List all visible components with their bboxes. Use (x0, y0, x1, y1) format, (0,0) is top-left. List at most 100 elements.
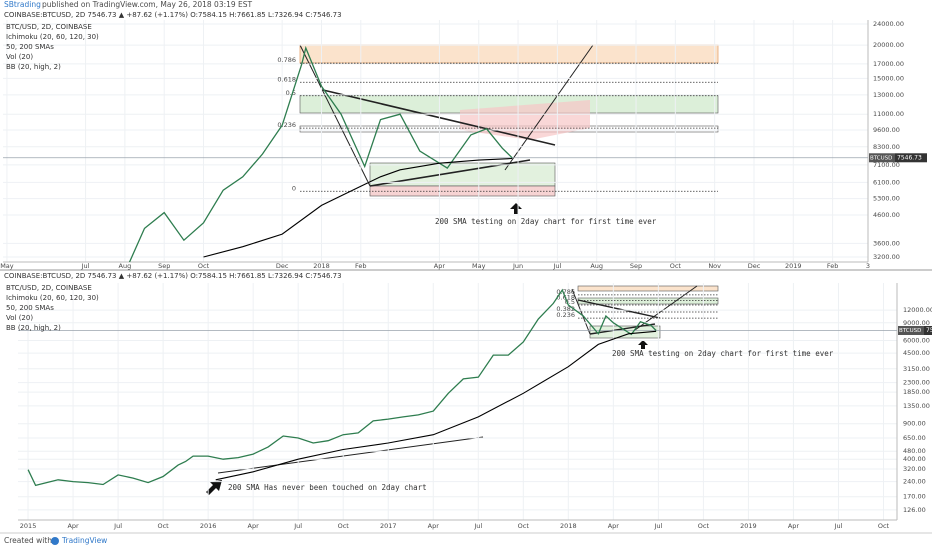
fib-label: 0.5 (565, 298, 575, 306)
legend-entry: BTC/USD, 2D, COINBASE (6, 23, 92, 31)
y-tick-label: 11000.00 (873, 110, 904, 118)
trend-line (571, 288, 591, 335)
y-tick-label: 15000.00 (873, 74, 904, 82)
x-tick-label: Sep (158, 262, 170, 270)
y-tick-label: 3200.00 (873, 253, 900, 261)
x-tick-label: 2019 (785, 262, 802, 270)
y-tick-label: 24000.00 (873, 20, 904, 28)
x-tick-label: 2018 (560, 522, 577, 530)
price-tag-symbol: BTCUSD (870, 155, 892, 161)
published: published on TradingView.com, May 26, 20… (42, 0, 253, 9)
y-tick-label: 3600.00 (873, 239, 900, 247)
y-tick-label: 900.00 (903, 420, 926, 428)
x-tick-label: 2019 (740, 522, 757, 530)
price-tag (869, 153, 895, 163)
price-tag (898, 325, 924, 335)
x-tick-label: Dec (276, 262, 289, 270)
trend-line (577, 299, 661, 319)
series-line (27, 288, 657, 487)
y-tick-label: 1350.00 (903, 402, 930, 410)
price-tag-value: 7546.73 (926, 327, 932, 334)
trend-line (299, 44, 371, 187)
legend-entry: 50, 200 SMAs (6, 43, 54, 51)
x-tick-label: Oct (518, 522, 530, 530)
drawings-bottom (206, 285, 719, 495)
zone-box (577, 285, 719, 292)
x-tick-label: Oct (878, 522, 890, 530)
y-tick-label: 320.00 (903, 465, 926, 473)
y-tick-label: 400.00 (903, 455, 926, 463)
x-tick-label: Jul (473, 522, 482, 530)
x-tick-label: Jul (552, 262, 561, 270)
price-tag (895, 153, 927, 163)
quote: COINBASE:BTCUSD, 2D 7546.73 ▲ +87.62 (+1… (4, 272, 342, 280)
chart-pane: 24000.00 20000.00 17000.00 15000.00 13000.00… (0, 11, 927, 270)
price-tag (924, 325, 932, 335)
x-tick-label: 3 (866, 262, 870, 270)
price-tag-value: 7546.73 (897, 154, 922, 161)
y-tick-label: 8300.00 (873, 143, 900, 151)
footer-brand[interactable]: TradingView (61, 536, 107, 545)
x-tick-label: Feb (355, 262, 367, 270)
x-tick-label: Jul (113, 522, 122, 530)
fib-label: 0.5 (286, 89, 296, 97)
footer-created: Created with (4, 536, 52, 545)
legend-entry: Ichimoku (20, 60, 120, 30) (6, 294, 99, 302)
arrow (638, 340, 648, 349)
series-line (215, 330, 657, 481)
y-tick-label: 2300.00 (903, 379, 930, 387)
y-tick-label: 4500.00 (903, 349, 930, 357)
arrow (510, 203, 522, 214)
drawings-top (299, 44, 719, 214)
x-tick-label: Jul (653, 522, 662, 530)
y-tick-label: 20000.00 (873, 41, 904, 49)
fib-label: 0.786 (277, 56, 296, 64)
legend-entry: Vol (20) (6, 314, 33, 322)
y-tick-label: 240.00 (903, 478, 926, 486)
fib-label: 0 (292, 184, 296, 192)
zone-box (299, 44, 719, 64)
x-tick-label: Aug (590, 262, 603, 270)
y-tick-label: 13000.00 (873, 91, 904, 99)
x-tick-label: Apr (788, 522, 800, 530)
y-tick-label: 6100.00 (873, 178, 900, 186)
y-tick-label: 1850.00 (903, 388, 930, 396)
trend-line (217, 436, 484, 474)
x-tick-label: Apr (428, 522, 440, 530)
x-tick-label: 2018 (313, 262, 330, 270)
y-tick-label: 4600.00 (873, 211, 900, 219)
x-tick-label: May (0, 262, 14, 270)
y-tick-label: 3150.00 (903, 365, 930, 373)
x-tick-label: 2017 (380, 522, 397, 530)
y-tick-label: 170.00 (903, 493, 926, 501)
annotation: 200 SMA Has never been touched on 2day c… (228, 483, 427, 492)
legend-entry: BB (20, high, 2) (6, 324, 61, 332)
x-tick-label: Apr (434, 262, 446, 270)
y-tick-label: 480.00 (903, 447, 926, 455)
x-tick-label: Aug (119, 262, 132, 270)
fib-label: 0.618 (277, 75, 296, 83)
x-tick-label: Oct (157, 522, 169, 530)
x-tick-label: Jun (512, 262, 523, 270)
x-tick-label: Jul (81, 262, 90, 270)
price-tag-symbol: BTCUSD (899, 328, 921, 334)
x-tick-label: May (472, 262, 486, 270)
y-tick-label: 12000.00 (903, 306, 932, 314)
x-tick-label: Oct (198, 262, 210, 270)
x-tick-label: Dec (748, 262, 761, 270)
y-tick-label: 9000.00 (903, 319, 930, 327)
x-tick-label: 2015 (20, 522, 37, 530)
x-tick-label: Jul (834, 522, 843, 530)
x-tick-label: Apr (608, 522, 620, 530)
y-tick-label: 9600.00 (873, 126, 900, 134)
author[interactable]: SBtrading (4, 0, 41, 9)
y-tick-label: 6000.00 (903, 337, 930, 345)
trend-line (369, 159, 531, 187)
y-tick-label: 17000.00 (873, 60, 904, 68)
y-tick-label: 7100.00 (873, 161, 900, 169)
quote: COINBASE:BTCUSD, 2D 7546.73 ▲ +87.62 (+1… (4, 11, 342, 19)
fib-label: 0.236 (277, 121, 296, 129)
grid (3, 20, 869, 262)
zone-box (577, 297, 719, 305)
